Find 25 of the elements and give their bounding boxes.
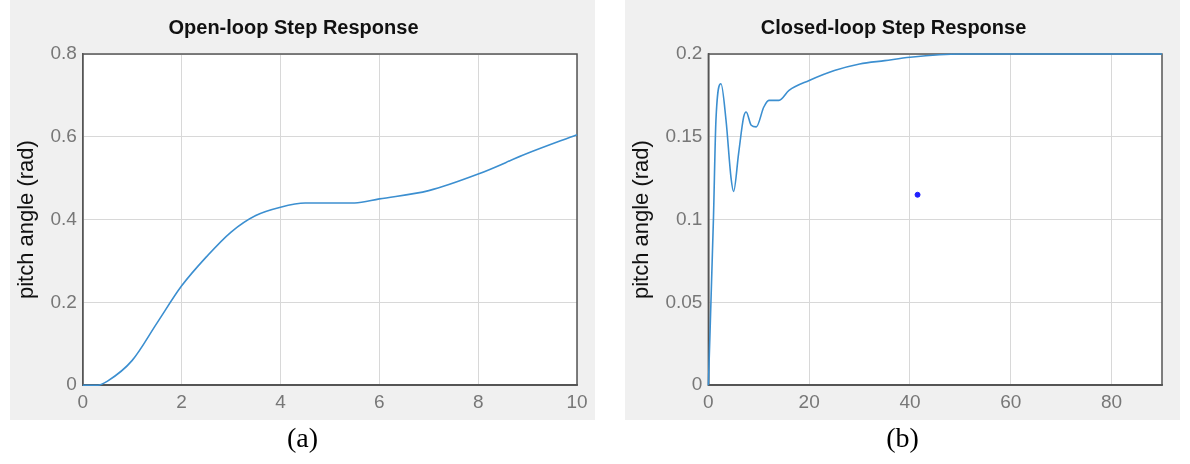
y-tick-label: 0 bbox=[66, 373, 77, 395]
y-axis-title: pitch angle (rad) bbox=[628, 140, 654, 300]
text: (b) bbox=[886, 421, 919, 455]
y-tick-label: 0.6 bbox=[50, 125, 77, 147]
y-tick-label: 0 bbox=[691, 373, 703, 395]
x-tick-label: 2 bbox=[176, 390, 187, 412]
y-tick-label: 0.15 bbox=[665, 125, 703, 147]
y-tick-label: 0.2 bbox=[50, 290, 77, 312]
y-tick-label: 0.2 bbox=[675, 42, 703, 64]
x-tick-label: 4 bbox=[275, 390, 287, 412]
chart-title: Open-loop Step Response bbox=[168, 15, 419, 38]
y-tick-label: 0.8 bbox=[50, 42, 77, 64]
x-tick-label: 20 bbox=[798, 390, 820, 412]
x-tick-label: 10 bbox=[566, 390, 588, 412]
y-tick-label: 0.05 bbox=[665, 290, 703, 312]
x-tick-label: 6 bbox=[374, 390, 385, 412]
x-tick-label: 60 bbox=[1000, 390, 1022, 412]
y-tick-label: 0.4 bbox=[50, 207, 78, 229]
y-axis-title: pitch angle (rad) bbox=[13, 140, 39, 300]
x-tick-label: 80 bbox=[1101, 390, 1123, 412]
y-tick-label: 0.1 bbox=[675, 207, 703, 229]
x-tick-label: 40 bbox=[899, 390, 921, 412]
x-tick-label: 8 bbox=[472, 390, 484, 412]
text: (a) bbox=[286, 421, 319, 455]
chart-title: Closed-loop Step Response bbox=[760, 15, 1027, 38]
